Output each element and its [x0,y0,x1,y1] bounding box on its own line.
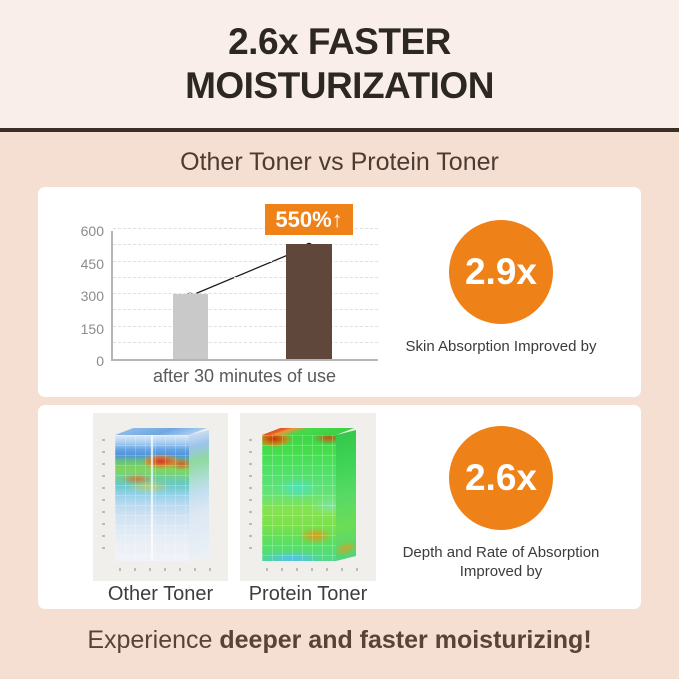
header-divider [0,128,679,132]
absorption-card: 600 450 300 150 0 550%↑ after 30 minutes of … [38,187,641,397]
depth-multiplier-badge: 2.6x [449,426,553,530]
depth-stat: 2.6x Depth and Rate of Absorption Improv… [383,405,641,609]
comparison-subtitle: Other Toner vs Protein Toner [180,148,499,176]
axis-ticks-vertical [249,439,252,557]
heatmap-column-other [115,428,209,561]
protein-toner-label: Protein Toner [248,583,368,605]
y-tick-label: 300 [80,288,104,304]
gridline [113,341,378,343]
gridline [113,309,378,311]
bar-protein-toner [286,244,332,359]
absorption-stat: 2.9x Skin Absorption Improved by [383,187,641,397]
gridline [113,244,378,246]
bar-chart: 600 450 300 150 0 550%↑ after 30 minutes of … [38,187,383,397]
axis-ticks-horizontal [266,568,358,571]
volume-render-panels: Other Toner Protein Toner [38,405,383,609]
column-side-face [336,430,356,561]
gridline [113,260,378,262]
title-line-1: 2.6x FASTER [228,21,451,62]
title-line-2: MOISTURIZATION [185,65,494,106]
gridline [113,228,378,229]
absorption-caption: Skin Absorption Improved by [405,338,597,355]
page-title: 2.6x FASTER MOISTURIZATION [185,20,494,108]
axis-ticks-vertical [102,439,105,557]
volume-render-protein-toner [240,413,376,581]
y-tick-label: 150 [80,320,104,337]
depth-caption-line-1: Depth and Rate of Absorption [402,544,600,561]
y-tick-label: 450 [80,255,104,272]
voxel-grid-overlay [262,435,336,561]
gridline [113,293,378,294]
growth-badge: 550%↑ [265,204,353,235]
gridline [113,325,378,327]
heatmap-column-protein [262,428,356,561]
depth-card: Other Toner Protein Toner 2.6x Depth and… [38,405,641,609]
column-front-face [262,435,336,561]
y-tick-label: 600 [80,223,104,239]
depth-caption: Depth and Rate of Absorption Improved by [403,543,600,581]
y-tick-label: 0 [96,353,104,369]
axis-ticks-horizontal [119,568,211,571]
voxel-grid-overlay [115,435,189,561]
bar-other-toner [172,294,208,359]
other-toner-label: Other Toner [107,583,214,605]
column-front-face [115,435,189,561]
column-side-face [189,430,209,561]
absorption-multiplier-badge: 2.9x [449,220,553,324]
depth-caption-line-2: Improved by [459,563,543,580]
x-axis-label: after 30 minutes of use [152,366,337,386]
volume-render-other-toner [93,413,228,581]
gridline [113,276,378,278]
chart-plot [111,228,378,361]
footer-tagline: Experience deeper and faster moisturizin… [0,626,679,655]
footer-lead: Experience [87,626,220,654]
y-axis-labels: 600 450 300 150 0 [38,223,104,369]
footer-emphasis: deeper and faster moisturizing! [219,626,592,654]
header: 2.6x FASTER MOISTURIZATION [0,0,679,128]
